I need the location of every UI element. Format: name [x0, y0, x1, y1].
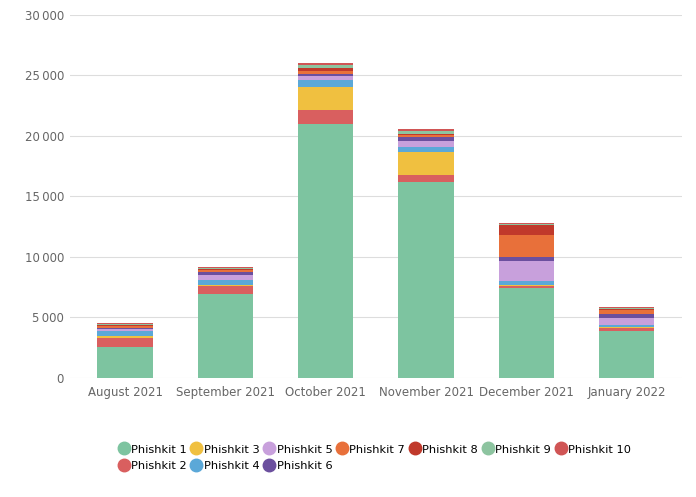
- Bar: [97, 347, 152, 378]
- Bar: [198, 294, 253, 378]
- Bar: [499, 288, 554, 378]
- Bar: [298, 69, 354, 71]
- Bar: [298, 81, 354, 87]
- Bar: [198, 270, 253, 271]
- Bar: [599, 314, 654, 318]
- Bar: [499, 225, 554, 236]
- Bar: [97, 328, 152, 330]
- Bar: [398, 135, 454, 137]
- Bar: [198, 267, 253, 268]
- Bar: [499, 286, 554, 288]
- Bar: [599, 329, 654, 331]
- Bar: [499, 256, 554, 261]
- Bar: [398, 141, 454, 147]
- Bar: [97, 326, 152, 328]
- Bar: [298, 76, 354, 81]
- Bar: [398, 182, 454, 378]
- Bar: [398, 152, 454, 174]
- Bar: [298, 110, 354, 124]
- Bar: [97, 325, 152, 326]
- Bar: [398, 129, 454, 131]
- Bar: [398, 147, 454, 152]
- Bar: [599, 331, 654, 378]
- Bar: [97, 330, 152, 331]
- Bar: [499, 281, 554, 285]
- Bar: [398, 134, 454, 135]
- Bar: [298, 63, 354, 65]
- Bar: [97, 338, 152, 347]
- Bar: [97, 323, 152, 324]
- Bar: [198, 268, 253, 269]
- Bar: [97, 324, 152, 325]
- Bar: [298, 124, 354, 378]
- Bar: [398, 137, 454, 141]
- Bar: [499, 223, 554, 224]
- Bar: [599, 309, 654, 310]
- Bar: [298, 74, 354, 76]
- Bar: [198, 286, 253, 294]
- Bar: [198, 271, 253, 274]
- Bar: [499, 224, 554, 225]
- Bar: [198, 280, 253, 285]
- Bar: [499, 285, 554, 286]
- Bar: [599, 318, 654, 325]
- Bar: [298, 71, 354, 74]
- Bar: [599, 310, 654, 314]
- Bar: [499, 236, 554, 256]
- Bar: [97, 331, 152, 336]
- Bar: [97, 336, 152, 338]
- Bar: [298, 65, 354, 69]
- Bar: [398, 174, 454, 182]
- Bar: [198, 269, 253, 270]
- Bar: [599, 307, 654, 309]
- Bar: [198, 274, 253, 280]
- Bar: [198, 285, 253, 286]
- Legend: Phishkit 1, Phishkit 2, Phishkit 3, Phishkit 4, Phishkit 5, Phishkit 6, Phishkit: Phishkit 1, Phishkit 2, Phishkit 3, Phis…: [115, 438, 637, 477]
- Bar: [398, 131, 454, 134]
- Bar: [298, 87, 354, 110]
- Bar: [599, 325, 654, 327]
- Bar: [599, 327, 654, 329]
- Bar: [499, 261, 554, 281]
